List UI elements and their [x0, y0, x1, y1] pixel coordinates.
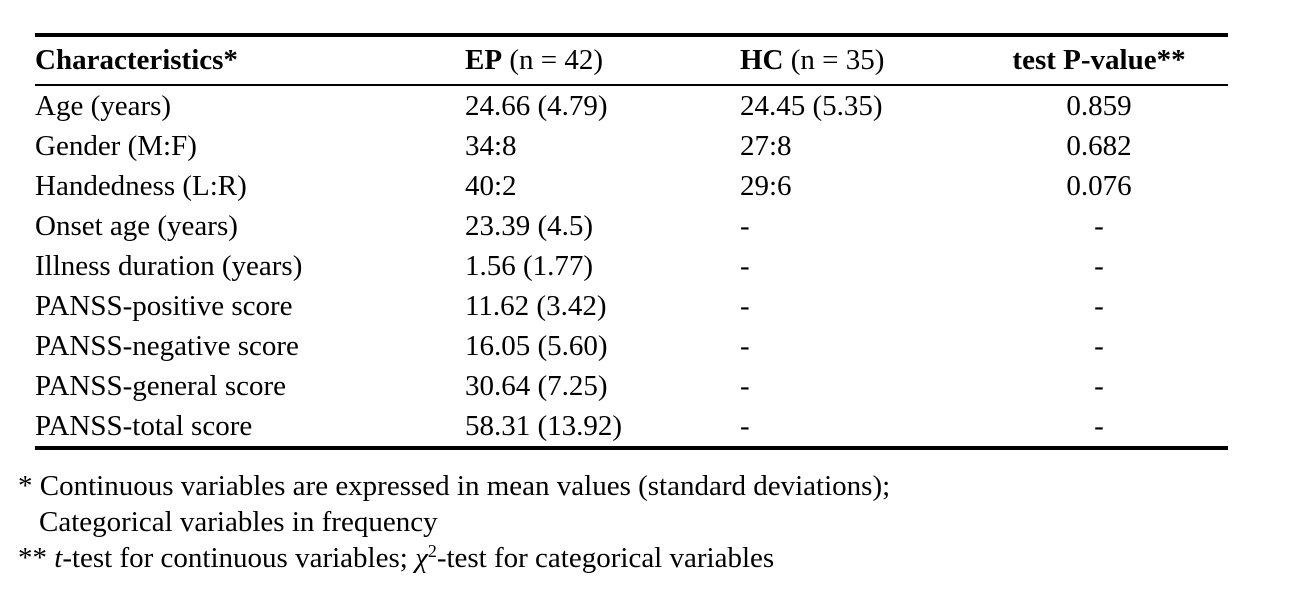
cell-hc: -: [740, 329, 750, 362]
header-ep-n: (n = 42): [502, 44, 603, 76]
cell-hc: -: [740, 289, 750, 322]
cell-characteristic: PANSS-positive score: [35, 289, 293, 322]
asterisk-marker: *: [18, 470, 33, 502]
header-ep: EP (n = 42): [465, 35, 740, 85]
cell-p: -: [1094, 409, 1104, 442]
header-ep-group: EP: [465, 44, 503, 76]
footnote-tests-post: -test for categorical variables: [436, 542, 775, 574]
cell-ep: 1.56 (1.77): [465, 249, 594, 282]
table-row: Age (years) 24.66 (4.79) 24.45 (5.35) 0.…: [35, 85, 1228, 126]
footnote-continuous: * Continuous variables are expressed in …: [18, 468, 890, 504]
cell-ep: 34:8: [465, 129, 517, 162]
cell-p: -: [1094, 209, 1104, 242]
cell-hc: 24.45 (5.35): [740, 89, 883, 122]
cell-ep: 40:2: [465, 169, 517, 202]
cell-characteristic: Gender (M:F): [35, 129, 197, 162]
cell-ep: 11.62 (3.42): [465, 289, 607, 322]
table-footnotes: * Continuous variables are expressed in …: [18, 468, 890, 576]
cell-characteristic: Illness duration (years): [35, 249, 303, 282]
cell-p: 0.076: [1066, 169, 1132, 202]
cell-characteristic: PANSS-general score: [35, 369, 287, 402]
cell-p: 0.682: [1066, 129, 1132, 162]
cell-ep: 58.31 (13.92): [465, 409, 623, 442]
header-hc: HC (n = 35): [740, 35, 970, 85]
cell-characteristic: Age (years): [35, 89, 172, 122]
table-row: PANSS-total score 58.31 (13.92) - -: [35, 406, 1228, 448]
cell-hc: 29:6: [740, 169, 792, 202]
cell-ep: 30.64 (7.25): [465, 369, 608, 402]
footnote-tests: ** t-test for continuous variables; χ2-t…: [18, 540, 890, 576]
cell-ep: 24.66 (4.79): [465, 89, 608, 122]
cell-hc: -: [740, 409, 750, 442]
cell-p: -: [1094, 369, 1104, 402]
cell-ep: 23.39 (4.5): [465, 209, 594, 242]
t-test-symbol: t: [54, 542, 63, 574]
cell-ep: 16.05 (5.60): [465, 329, 608, 362]
header-characteristics: Characteristics*: [35, 44, 238, 76]
double-asterisk-marker: **: [18, 542, 47, 574]
table-row: PANSS-negative score 16.05 (5.60) - -: [35, 326, 1228, 366]
table-header-row: Characteristics* EP (n = 42) HC (n = 35)…: [35, 35, 1228, 85]
cell-characteristic: PANSS-negative score: [35, 329, 299, 362]
cell-hc: 27:8: [740, 129, 792, 162]
header-hc-n: (n = 35): [783, 44, 885, 76]
characteristics-table: Characteristics* EP (n = 42) HC (n = 35)…: [35, 33, 1228, 450]
cell-p: -: [1094, 249, 1104, 282]
cell-characteristic: PANSS-total score: [35, 409, 253, 442]
header-p-value: test P-value**: [1012, 44, 1186, 76]
cell-characteristic: Handedness (L:R): [35, 169, 247, 202]
table-row: Gender (M:F) 34:8 27:8 0.682: [35, 126, 1228, 166]
cell-hc: -: [740, 369, 750, 402]
cell-hc: -: [740, 209, 750, 242]
cell-characteristic: Onset age (years): [35, 209, 238, 242]
footnote-categorical: Categorical variables in frequency: [39, 506, 438, 538]
table-row: Illness duration (years) 1.56 (1.77) - -: [35, 246, 1228, 286]
chi-squared-exponent: 2: [427, 541, 437, 562]
cell-p: -: [1094, 289, 1104, 322]
table-row: PANSS-positive score 11.62 (3.42) - -: [35, 286, 1228, 326]
footnote-continuous-text: Continuous variables are expressed in me…: [32, 470, 891, 502]
header-hc-group: HC: [740, 44, 784, 76]
footnote-tests-mid: -test for continuous variables;: [62, 542, 416, 574]
table-row: Onset age (years) 23.39 (4.5) - -: [35, 206, 1228, 246]
table-row: PANSS-general score 30.64 (7.25) - -: [35, 366, 1228, 406]
cell-p: 0.859: [1066, 89, 1132, 122]
table-row: Handedness (L:R) 40:2 29:6 0.076: [35, 166, 1228, 206]
cell-p: -: [1094, 329, 1104, 362]
chi-symbol: χ: [415, 542, 428, 574]
cell-hc: -: [740, 249, 750, 282]
